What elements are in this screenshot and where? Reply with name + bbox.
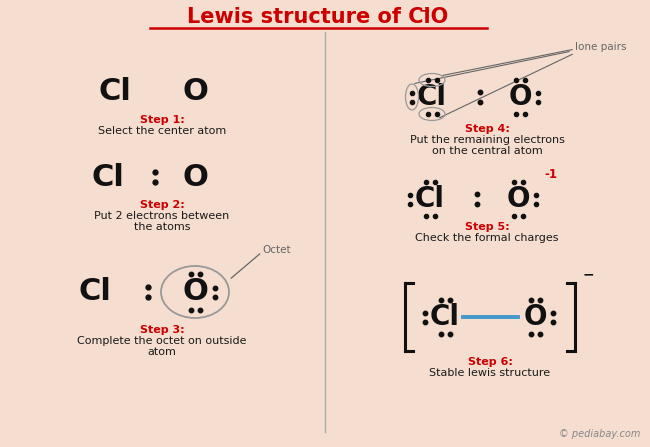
Text: O: O	[523, 303, 547, 331]
Text: Cl: Cl	[92, 163, 124, 191]
Text: Lewis structure of ClO: Lewis structure of ClO	[187, 7, 448, 27]
Text: Cl: Cl	[417, 83, 447, 111]
Text: Select the center atom: Select the center atom	[98, 126, 226, 136]
Text: Cl: Cl	[79, 278, 111, 307]
Text: Step 3:: Step 3:	[140, 325, 185, 335]
Text: the atoms: the atoms	[134, 222, 190, 232]
Text: Step 1:: Step 1:	[140, 115, 185, 125]
Text: Step 4:: Step 4:	[465, 124, 510, 134]
Text: O: O	[182, 77, 208, 106]
Text: O: O	[506, 185, 530, 213]
Text: -1: -1	[544, 168, 557, 181]
Text: Octet: Octet	[262, 245, 291, 255]
Text: Put 2 electrons between: Put 2 electrons between	[94, 211, 229, 221]
Text: on the central atom: on the central atom	[432, 146, 542, 156]
Text: lone pairs: lone pairs	[575, 42, 627, 52]
Text: Step 5:: Step 5:	[465, 222, 510, 232]
Text: Check the formal charges: Check the formal charges	[415, 233, 559, 243]
Text: O: O	[508, 83, 532, 111]
Text: −: −	[583, 267, 595, 281]
Text: O: O	[182, 163, 208, 191]
Text: atom: atom	[148, 347, 176, 357]
Text: Complete the octet on outside: Complete the octet on outside	[77, 336, 247, 346]
Text: Cl: Cl	[415, 185, 445, 213]
Text: Cl: Cl	[430, 303, 460, 331]
Text: Step 2:: Step 2:	[140, 200, 185, 210]
Text: Cl: Cl	[99, 77, 131, 106]
Text: Put the remaining electrons: Put the remaining electrons	[410, 135, 564, 145]
Text: O: O	[182, 278, 208, 307]
Text: © pediabay.com: © pediabay.com	[558, 429, 640, 439]
Text: Step 6:: Step 6:	[467, 357, 512, 367]
Text: −: −	[418, 3, 430, 17]
Text: Stable lewis structure: Stable lewis structure	[430, 368, 551, 378]
